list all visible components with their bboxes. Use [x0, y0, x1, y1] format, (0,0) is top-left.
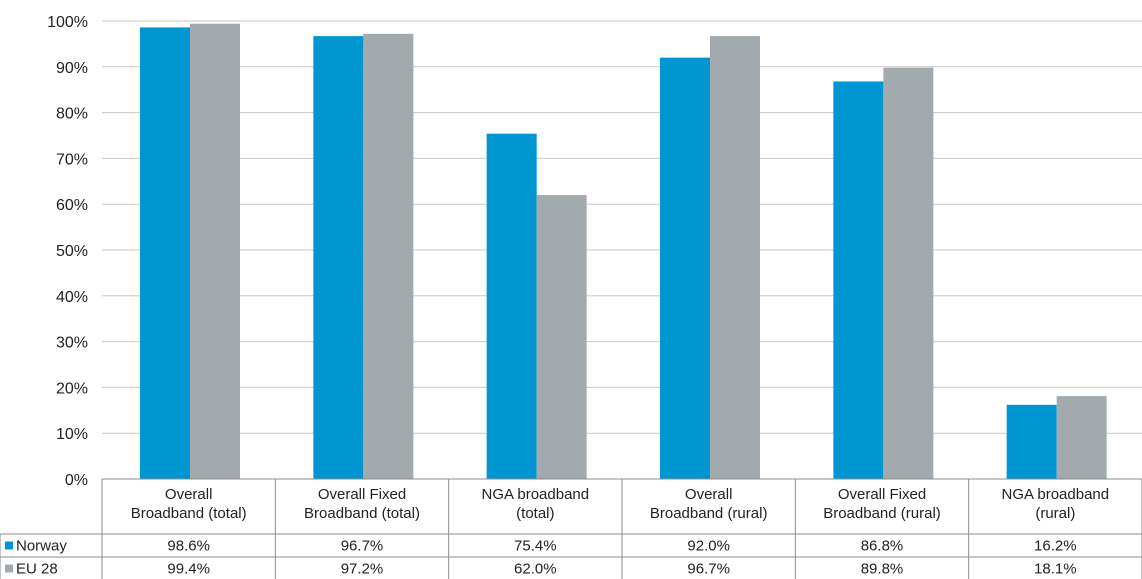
data-label: 86.8%: [861, 538, 904, 555]
category-label: Overall: [685, 486, 733, 503]
bar-eu-28: [363, 33, 414, 479]
bar-norway: [486, 133, 537, 479]
y-axis: 0% 10% 20% 30% 40% 50% 60% 70% 80% 90% 100%: [47, 14, 88, 489]
category-label: NGA broadband: [1002, 486, 1110, 503]
category-label: Broadband (rural): [823, 505, 941, 522]
legend-label: Norway: [16, 538, 67, 555]
data-label: 96.7%: [341, 538, 384, 555]
bar-eu-28: [536, 195, 587, 480]
y-tick-label: 50%: [56, 243, 88, 260]
data-label: 97.2%: [341, 561, 384, 578]
bar-eu-28: [1056, 396, 1107, 479]
bar-norway: [140, 27, 190, 480]
y-tick-label: 80%: [56, 106, 88, 123]
bar-norway: [313, 36, 364, 479]
y-tick-label: 60%: [56, 197, 88, 214]
bar-norway: [660, 57, 710, 479]
bar-norway: [1006, 404, 1057, 479]
data-label: 75.4%: [514, 538, 557, 555]
category-label: (total): [516, 505, 554, 522]
bar-eu-28: [190, 23, 240, 480]
category-label: Overall Fixed: [318, 486, 406, 503]
data-label: 96.7%: [687, 561, 730, 578]
data-label: 62.0%: [514, 561, 557, 578]
legend-swatch: [5, 541, 13, 550]
y-tick-label: 100%: [47, 14, 88, 31]
y-tick-label: 90%: [56, 60, 88, 77]
data-label: 18.1%: [1034, 561, 1077, 578]
legend-label: EU 28: [16, 561, 58, 578]
y-tick-label: 70%: [56, 151, 88, 168]
data-label: 16.2%: [1034, 538, 1077, 555]
bar-norway: [833, 81, 884, 480]
y-tick-label: 30%: [56, 335, 88, 352]
category-label: (rural): [1035, 505, 1075, 522]
legend-swatch: [5, 564, 13, 573]
data-label: 92.0%: [687, 538, 730, 555]
category-label: Broadband (total): [304, 505, 420, 522]
y-tick-label: 10%: [56, 426, 88, 443]
bars: [140, 23, 1107, 480]
y-tick-label: 20%: [56, 380, 88, 397]
category-label: Broadband (total): [131, 505, 247, 522]
y-tick-label: 40%: [56, 289, 88, 306]
data-label: 89.8%: [861, 561, 904, 578]
category-label: Overall Fixed: [838, 486, 926, 503]
category-label: NGA broadband: [482, 486, 590, 503]
data-label: 98.6%: [167, 538, 210, 555]
bar-eu-28: [710, 36, 760, 479]
bar-eu-28: [883, 67, 934, 479]
y-tick-label: 0%: [65, 472, 88, 489]
category-label: Overall: [165, 486, 213, 503]
data-label: 99.4%: [167, 561, 210, 578]
gridlines: [102, 20, 1142, 434]
category-label: Broadband (rural): [650, 505, 768, 522]
data-table: Overall Broadband (total) Overall Fixed Bro…: [0, 478, 1142, 579]
